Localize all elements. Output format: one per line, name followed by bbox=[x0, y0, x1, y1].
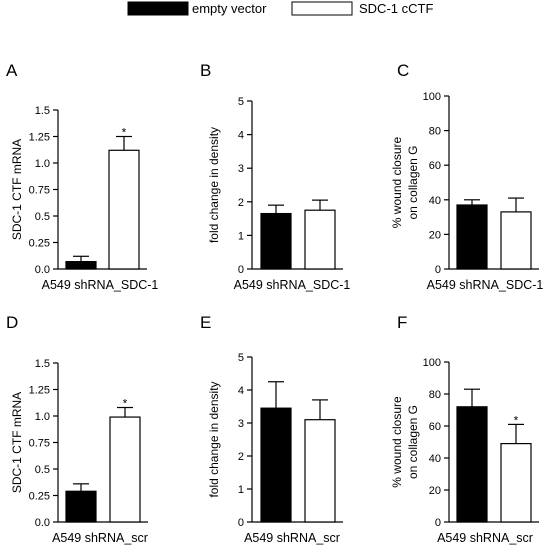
y-tick-label-d: 1.5 bbox=[35, 358, 50, 370]
x-axis-label-f: A549 shRNA_scr bbox=[437, 531, 533, 545]
y-tick-label-f: 0 bbox=[435, 517, 441, 529]
legend-swatch-empty-vector bbox=[127, 1, 189, 16]
panel-letter-b: B bbox=[200, 61, 211, 80]
bar-empty-vector-a bbox=[65, 260, 97, 270]
y-tick-label-e: 3 bbox=[238, 418, 244, 430]
y-tick-label-e: 4 bbox=[238, 385, 244, 397]
chart-panel-d: D 0.0 0.25 0.5 0.75 1.0 1.25 1.5 SDC-1 CTF mRNA A… bbox=[6, 313, 148, 545]
bar-empty-vector-c bbox=[456, 204, 488, 270]
y-tick-label-f: 100 bbox=[423, 357, 441, 369]
y-tick-label-b: 3 bbox=[238, 163, 244, 175]
y-tick-label-b: 2 bbox=[238, 197, 244, 209]
y-axis-title-line2-f: on collagen G bbox=[406, 405, 420, 479]
y-tick-label-b: 4 bbox=[238, 130, 244, 142]
y-tick-label-c: 80 bbox=[429, 126, 441, 138]
bar-sdc1-cctf-f bbox=[500, 443, 532, 523]
y-axis-title-b: fold change in density bbox=[207, 127, 221, 243]
legend-swatch-sdc1-cctf bbox=[291, 1, 353, 16]
chart-panel-b: B 0 1 2 3 4 5 fold change in density A549 shRNA_… bbox=[200, 61, 350, 292]
legend-label-sdc1-cctf: SDC-1 cCTF bbox=[359, 1, 433, 16]
y-tick-label-e: 5 bbox=[238, 352, 244, 364]
x-axis-label-c: A549 shRNA_SDC-1 bbox=[427, 278, 544, 292]
bar-empty-vector-d bbox=[65, 490, 97, 523]
y-tick-label-a: 0.75 bbox=[29, 185, 50, 197]
panel-letter-a: A bbox=[6, 61, 18, 80]
chart-panels: A 0.0 0.25 0.5 0.75 1.0 1.25 1.5 SDC-1 CTF mRNA A… bbox=[6, 61, 543, 545]
y-tick-label-f: 20 bbox=[429, 485, 441, 497]
bar-empty-vector-e bbox=[260, 407, 292, 523]
bar-sdc1-cctf-e bbox=[304, 419, 336, 523]
y-tick-label-a: 1.25 bbox=[29, 132, 50, 144]
y-axis-title-f: % wound closure bbox=[390, 396, 404, 488]
y-tick-label-d: 0.0 bbox=[35, 517, 50, 529]
y-tick-label-d: 1.25 bbox=[29, 385, 50, 397]
y-axis-title-c: % wound closure bbox=[390, 136, 404, 228]
y-tick-label-c: 60 bbox=[429, 160, 441, 172]
y-tick-label-c: 0 bbox=[435, 264, 441, 276]
y-axis-title-line2-c: on collagen G bbox=[406, 145, 420, 219]
y-axis-title-a: SDC-1 CTF mRNA bbox=[10, 139, 24, 240]
significance-marker-f: * bbox=[514, 413, 519, 427]
panel-letter-c: C bbox=[397, 61, 409, 80]
y-tick-label-f: 80 bbox=[429, 389, 441, 401]
x-axis-label-e: A549 shRNA_scr bbox=[244, 531, 340, 545]
legend-item-sdc1-cctf: SDC-1 cCTF bbox=[291, 1, 433, 16]
panel-letter-e: E bbox=[200, 313, 211, 332]
significance-marker-a: * bbox=[122, 126, 127, 140]
y-tick-label-c: 40 bbox=[429, 195, 441, 207]
y-tick-label-e: 2 bbox=[238, 451, 244, 463]
y-tick-label-c: 100 bbox=[423, 91, 441, 103]
y-tick-label-c: 20 bbox=[429, 229, 441, 241]
y-tick-label-f: 60 bbox=[429, 421, 441, 433]
bar-sdc1-cctf-a bbox=[108, 149, 140, 270]
chart-panel-f: F 0 20 40 60 80 100 % wound closure on collagen … bbox=[390, 313, 539, 545]
y-tick-label-d: 0.25 bbox=[29, 491, 50, 503]
y-tick-label-a: 0.0 bbox=[35, 264, 50, 276]
y-tick-label-a: 1.5 bbox=[35, 105, 50, 117]
bar-sdc1-cctf-c bbox=[500, 211, 532, 270]
y-axis-title-e: fold change in density bbox=[207, 381, 221, 497]
panel-letter-f: F bbox=[397, 313, 407, 332]
x-axis-label-b: A549 shRNA_SDC-1 bbox=[234, 278, 351, 292]
bar-sdc1-cctf-d bbox=[109, 416, 141, 523]
y-tick-label-d: 1.0 bbox=[35, 411, 50, 423]
significance-marker-d: * bbox=[123, 397, 128, 411]
y-tick-label-d: 0.75 bbox=[29, 438, 50, 450]
chart-panel-a: A 0.0 0.25 0.5 0.75 1.0 1.25 1.5 SDC-1 CTF mRNA A… bbox=[6, 61, 158, 292]
y-tick-label-f: 40 bbox=[429, 453, 441, 465]
y-tick-label-e: 0 bbox=[238, 517, 244, 529]
legend-label-empty-vector: empty vector bbox=[192, 1, 267, 16]
y-axis-title-d: SDC-1 CTF mRNA bbox=[10, 392, 24, 493]
y-tick-label-a: 0.25 bbox=[29, 238, 50, 250]
chart-panel-c: C 0 20 40 60 80 100 % wound closure on collagen … bbox=[390, 61, 543, 292]
y-tick-label-a: 0.5 bbox=[35, 211, 50, 223]
panel-letter-d: D bbox=[6, 313, 18, 332]
bar-empty-vector-f bbox=[456, 406, 488, 523]
y-tick-label-e: 1 bbox=[238, 484, 244, 496]
y-tick-label-d: 0.5 bbox=[35, 464, 50, 476]
bar-sdc1-cctf-b bbox=[304, 209, 336, 270]
legend: empty vector SDC-1 cCTF bbox=[127, 1, 433, 16]
chart-panel-e: E 0 1 2 3 4 5 fold change in density A549 shRNA_… bbox=[200, 313, 343, 545]
x-axis-label-d: A549 shRNA_scr bbox=[52, 531, 148, 545]
y-tick-label-b: 0 bbox=[238, 264, 244, 276]
y-tick-label-b: 1 bbox=[238, 230, 244, 242]
bar-empty-vector-b bbox=[260, 212, 292, 270]
x-axis-label-a: A549 shRNA_SDC-1 bbox=[42, 278, 159, 292]
legend-item-empty-vector: empty vector bbox=[127, 1, 267, 16]
y-tick-label-b: 5 bbox=[238, 96, 244, 108]
y-tick-label-a: 1.0 bbox=[35, 158, 50, 170]
